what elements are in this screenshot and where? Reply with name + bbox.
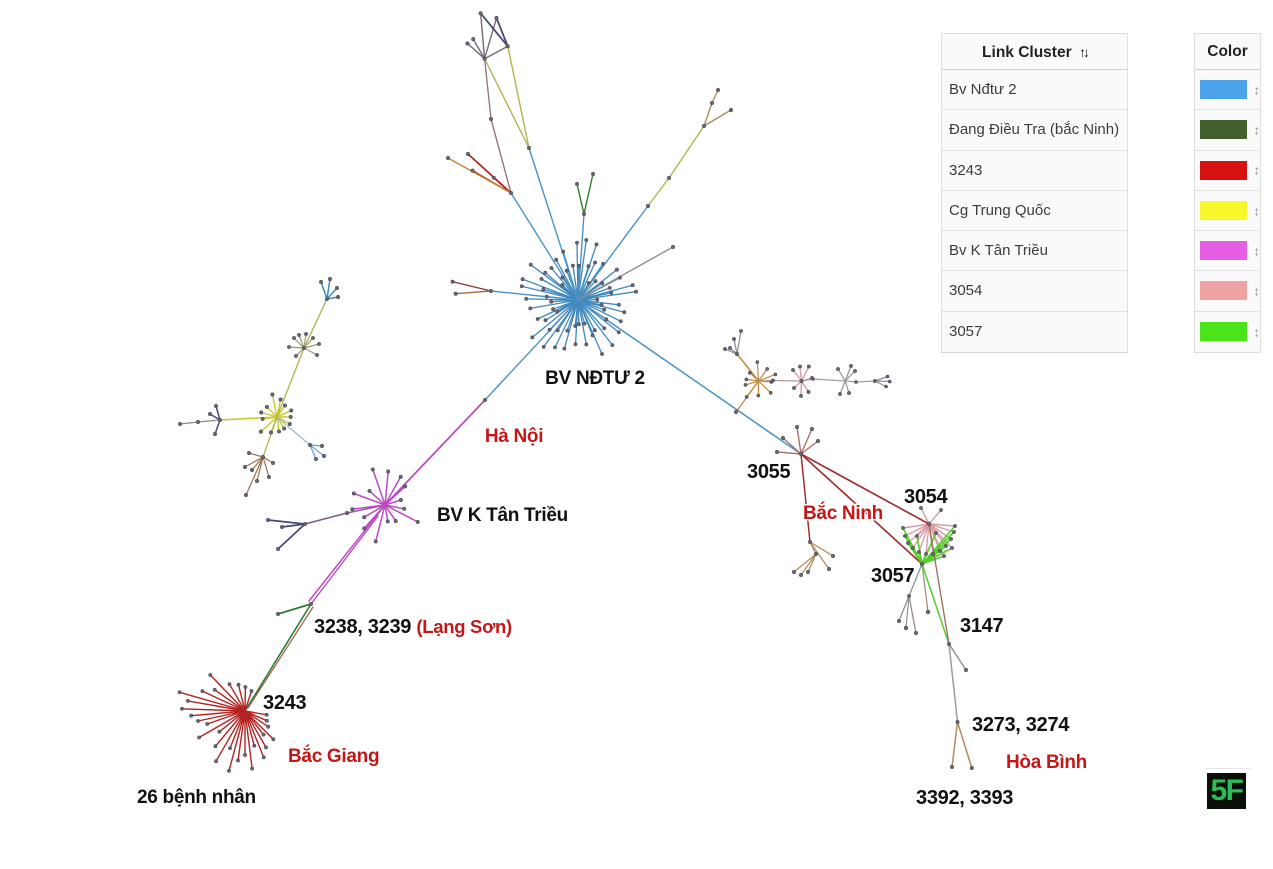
svg-text:Hòa Bình: Hòa Bình [1006, 752, 1087, 773]
svg-text:26 bệnh nhân: 26 bệnh nhân [137, 787, 256, 808]
svg-text:3054: 3054 [904, 486, 948, 508]
svg-text:3273, 3274: 3273, 3274 [972, 714, 1070, 736]
svg-text:BV NĐTƯ 2: BV NĐTƯ 2 [545, 368, 645, 389]
svg-text:BV K Tân Triều: BV K Tân Triều [437, 505, 568, 526]
svg-text:Bắc Ninh: Bắc Ninh [803, 502, 883, 524]
svg-text:Hà Nội: Hà Nội [485, 426, 543, 447]
svg-text:3238, 3239 (Lạng Sơn): 3238, 3239 (Lạng Sơn) [314, 616, 512, 638]
svg-text:Bắc Giang: Bắc Giang [288, 745, 379, 767]
svg-text:3147: 3147 [960, 615, 1003, 637]
svg-text:3055: 3055 [747, 461, 790, 483]
svg-text:3243: 3243 [263, 692, 306, 714]
svg-text:3392, 3393: 3392, 3393 [916, 787, 1013, 809]
svg-text:3057: 3057 [871, 565, 914, 587]
